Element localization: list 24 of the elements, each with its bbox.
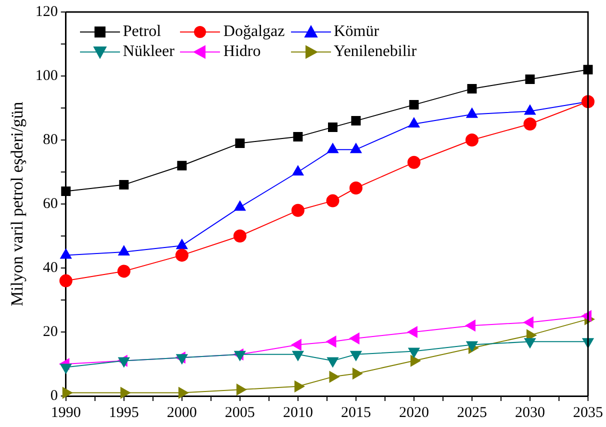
x-tick-label: 2035 <box>573 404 603 421</box>
x-tick-label: 2015 <box>340 404 371 421</box>
y-tick-label: 60 <box>42 196 58 212</box>
y-tick-label: 40 <box>42 260 58 276</box>
legend-label: Petrol <box>122 22 162 42</box>
x-tick-label: 1995 <box>108 404 139 421</box>
legend-label: Nükleer <box>122 42 174 62</box>
x-tick-label: 2020 <box>398 404 429 421</box>
legend-label: Yenilenebilir <box>334 42 417 62</box>
x-tick-label: 1990 <box>50 404 81 421</box>
x-tick-label: 2000 <box>166 404 197 421</box>
y-tick-label: 100 <box>35 68 58 84</box>
legend-label: Doğalgaz <box>223 22 285 42</box>
x-tick-label: 2005 <box>224 404 255 421</box>
x-tick-label: 2030 <box>514 404 545 421</box>
y-tick-label: 120 <box>35 4 58 20</box>
y-tick-label: 0 <box>50 388 58 404</box>
x-tick-label: 2025 <box>456 404 487 421</box>
y-tick-label: 80 <box>42 132 58 148</box>
y-axis-title: Milyon varil petrol eşderi/gün <box>8 101 27 306</box>
y-tick-label: 20 <box>42 324 58 340</box>
legend-label: Hidro <box>223 42 261 62</box>
x-tick-label: 2010 <box>282 404 313 421</box>
legend-label: Kömür <box>334 22 380 42</box>
